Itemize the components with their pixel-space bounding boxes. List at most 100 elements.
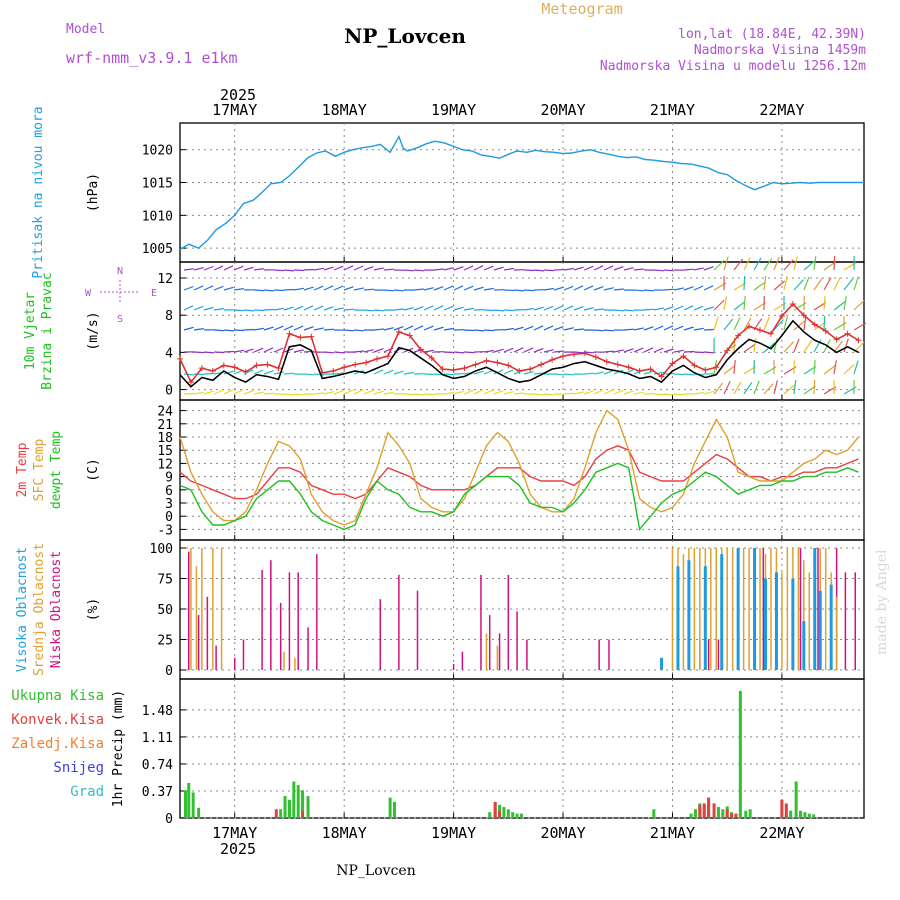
precip-legend-label: Grad: [70, 784, 104, 800]
precip-bar: [279, 809, 283, 818]
y-tick-label: 15: [157, 444, 173, 459]
precip-bar: [498, 810, 502, 818]
wind-arrow: [713, 259, 725, 271]
wind-arrow: [683, 350, 695, 353]
wind-arrow: [413, 288, 425, 291]
wind-arrow: [693, 327, 704, 331]
day-label-bottom: 18MAY: [322, 824, 367, 842]
wind-arrow: [193, 391, 205, 395]
wind-arrow: [643, 308, 655, 311]
wind-arrow: [193, 373, 205, 376]
wind-arrow: [653, 347, 664, 353]
wind-arrow: [543, 349, 554, 353]
wind-arrow: [533, 348, 544, 353]
wind-arrow: [293, 287, 305, 291]
day-label-top: 17MAY: [212, 101, 257, 119]
wind-arrow: [503, 391, 514, 395]
wind-arrow: [203, 372, 215, 375]
wind-arrow: [583, 265, 594, 271]
wind-arrow: [343, 389, 354, 395]
wind-arrow: [253, 309, 265, 312]
wind-arrow: [803, 316, 807, 331]
precip-bar: [493, 801, 497, 818]
wind-arrow: [303, 326, 314, 331]
wind-arrow: [353, 265, 364, 271]
wind-arrow: [203, 265, 214, 271]
series-line: [179, 319, 859, 388]
wind-arrow: [853, 360, 859, 375]
wind-arrow: [343, 308, 355, 311]
wind-arrow: [663, 306, 674, 311]
wind-arrow: [573, 285, 584, 291]
wind-arrow: [603, 287, 614, 291]
y-tick-label: 0.74: [142, 758, 173, 773]
wind-arrow: [653, 307, 664, 311]
wind-arrow: [303, 373, 315, 376]
wind-arrow: [813, 359, 816, 375]
wind-arrow: [563, 305, 574, 311]
wind-arrow: [543, 269, 555, 272]
panel-frame: [179, 678, 865, 819]
wind-arrow: [493, 266, 504, 271]
wind-arrow: [783, 341, 794, 353]
wind-arrow: [613, 309, 625, 312]
wind-arrow: [473, 370, 484, 375]
wind-arrow: [213, 285, 224, 291]
wind-arrow: [553, 286, 564, 291]
wind-arrow: [313, 327, 324, 331]
y-tick-label: 100: [150, 542, 173, 557]
wind-arrow: [473, 389, 484, 395]
wind-arrow: [693, 285, 704, 291]
wind-arrow: [633, 289, 645, 292]
wind-arrow: [333, 307, 344, 311]
wind-arrow: [273, 307, 285, 311]
wind-arrow: [193, 328, 204, 331]
wind-arrow: [673, 373, 685, 376]
wind-arrow: [523, 371, 534, 375]
wind-arrow: [233, 329, 245, 332]
wind-arrow: [203, 390, 214, 395]
wind-arrow: [263, 289, 275, 292]
wind-arrow: [343, 265, 354, 271]
wind-arrow: [383, 327, 394, 331]
wind-arrow: [313, 267, 325, 271]
wind-arrow: [423, 325, 434, 331]
y-axis-label: 1hr Precip (mm): [111, 690, 126, 807]
wind-arrow: [433, 326, 444, 331]
precip-bar: [807, 813, 811, 818]
wind-arrow: [813, 379, 816, 395]
day-label-bottom: 19MAY: [431, 824, 476, 842]
wind-arrow: [333, 265, 344, 271]
wind-arrow: [713, 382, 724, 395]
wind-arrow: [703, 351, 715, 354]
wind-arrow: [663, 288, 675, 291]
wind-arrow: [323, 391, 334, 395]
precip-bar: [734, 813, 738, 818]
wind-arrow: [203, 285, 214, 291]
precip-bar: [707, 797, 711, 818]
wind-arrow: [243, 369, 254, 375]
wind-arrow: [733, 317, 741, 331]
y-tick-label: 0: [165, 510, 173, 525]
wind-arrow: [253, 347, 264, 353]
wind-arrow: [443, 351, 455, 354]
wind-arrow: [373, 309, 385, 312]
product-title: Meteogram: [541, 0, 622, 18]
wind-arrow: [833, 301, 846, 311]
wind-arrow: [783, 259, 794, 271]
wind-arrow: [813, 278, 823, 291]
wind-arrow: [793, 380, 797, 395]
wind-arrow: [673, 287, 684, 291]
wind-arrow: [693, 392, 704, 395]
precip-legend-label: Ukupna Kisa: [11, 688, 104, 704]
wind-arrow: [453, 306, 464, 311]
y-tick-label: 21: [157, 418, 173, 433]
wind-arrow: [503, 369, 514, 375]
wind-arrow: [503, 309, 515, 312]
y-tick-label: 18: [157, 431, 173, 446]
wind-arrow: [483, 349, 494, 353]
wind-arrow: [803, 365, 817, 375]
wind-arrow: [793, 256, 798, 271]
wind-arrow: [443, 285, 454, 291]
wind-arrow: [403, 393, 415, 396]
